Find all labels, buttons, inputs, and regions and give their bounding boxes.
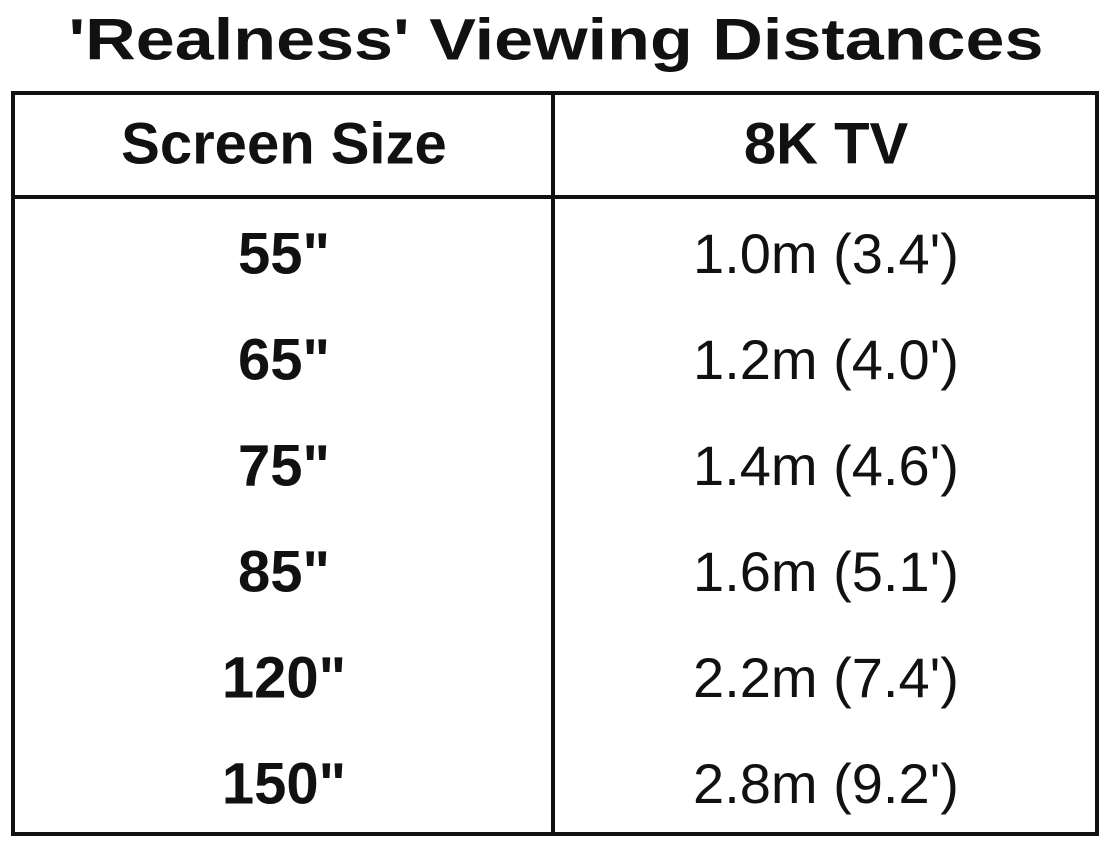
screen-size: 55" xyxy=(238,221,330,286)
viewing-distance: 1.4m (4.6') xyxy=(693,434,959,497)
viewing-distance: 1.6m (5.1') xyxy=(693,540,959,603)
screen-size: 75" xyxy=(238,433,330,498)
screen-size: 85" xyxy=(238,539,330,604)
screen-size: 150" xyxy=(222,751,346,816)
title: 'Realness' Viewing Distances xyxy=(69,7,1044,72)
viewing-distance: 2.2m (7.4') xyxy=(693,646,959,709)
screen-size: 120" xyxy=(222,645,346,710)
viewing-distance: 1.0m (3.4') xyxy=(693,222,959,285)
column-header: 8K TV xyxy=(744,111,909,176)
screen-size: 65" xyxy=(238,327,330,392)
column-header: Screen Size xyxy=(121,111,447,176)
viewing-distance: 1.2m (4.0') xyxy=(693,328,959,391)
viewing-distance: 2.8m (9.2') xyxy=(693,752,959,815)
